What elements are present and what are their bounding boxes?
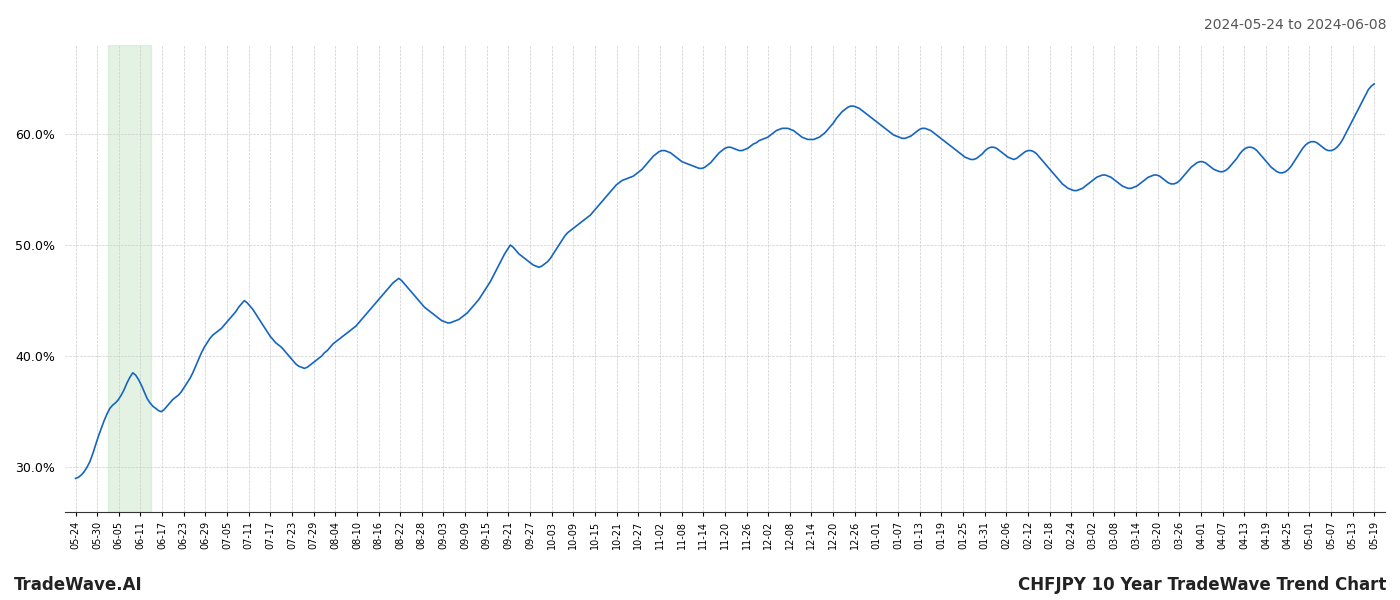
- Text: CHFJPY 10 Year TradeWave Trend Chart: CHFJPY 10 Year TradeWave Trend Chart: [1018, 576, 1386, 594]
- Text: 2024-05-24 to 2024-06-08: 2024-05-24 to 2024-06-08: [1204, 18, 1386, 32]
- Bar: [108, 45, 151, 512]
- Text: TradeWave.AI: TradeWave.AI: [14, 576, 143, 594]
